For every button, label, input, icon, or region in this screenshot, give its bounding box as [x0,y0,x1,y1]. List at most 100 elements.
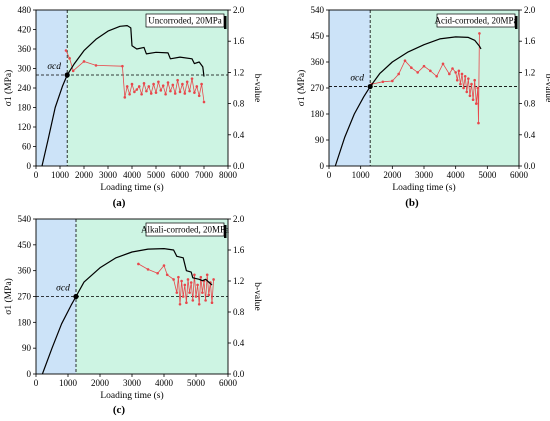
b-value-point [194,295,198,298]
y-left-tick-label: 540 [18,214,32,224]
legend-text: Alkali-corroded, 20MPa [141,225,229,235]
legend-shadow [224,16,227,29]
x-axis-label: Loading time (s) [100,390,163,401]
y-left-tick-label: 60 [22,142,32,152]
b-value-point [463,75,467,78]
b-value-point [197,302,201,306]
x-tick-label: 0 [34,170,39,180]
pre-damage-region [329,10,371,166]
y-left-tick-label: 90 [22,343,32,353]
b-value-point [146,268,150,271]
x-axis-label: Loading time (s) [392,182,455,193]
b-value-point [178,90,182,94]
b-value-point [455,78,459,82]
panel-label: (a) [113,197,126,209]
b-value-point [451,67,454,70]
y-right-tick-label: 0.0 [524,161,536,171]
b-value-point [185,301,188,305]
b-value-point [94,64,98,67]
y-left-tick-label: 360 [311,57,325,67]
x-tick-label: 6000 [171,170,190,180]
y-left-tick-label: 0 [27,369,32,379]
b-value-point [164,92,167,96]
y-left-tick-label: 0 [27,161,32,171]
b-value-point [152,82,155,86]
b-value-point [133,90,136,94]
y-left-tick-label: 450 [18,240,32,250]
x-tick-label: 1000 [59,378,78,388]
sigma-cd-label: σcd [56,284,70,294]
x-tick-label: 4000 [447,170,466,180]
x-axis-label: Loading time (s) [100,182,163,193]
x-tick-label: 3000 [99,170,118,180]
y-right-tick-label: 0.8 [524,99,536,109]
b-value-line [65,50,205,103]
b-value-point [476,86,480,90]
b-value-point [162,264,166,267]
y-left-tick-label: 360 [18,266,32,276]
b-value-point [175,291,179,294]
y-right-tick-label: 0.0 [233,161,245,171]
b-value-point [397,72,400,76]
b-value-point [205,273,209,277]
b-value-point [199,275,203,279]
x-tick-label: 5000 [478,170,497,180]
sigma-cd-label: σcd [350,74,364,84]
y-right-tick-label: 1.2 [233,276,244,286]
b-value-point [200,82,203,86]
b-value-point [181,295,185,298]
y-left-tick-label: 480 [18,5,32,15]
y-left-axis-label: σ1 (MPa) [3,278,14,315]
b-value-point [202,100,206,104]
b-value-line [138,263,214,305]
y-left-tick-label: 180 [18,317,32,327]
y-right-tick-label: 0.8 [233,99,245,109]
b-value-point [149,92,153,95]
y-right-tick-label: 0.4 [233,130,245,140]
x-tick-label: 4000 [123,170,142,180]
b-value-point [135,88,139,91]
x-tick-label: 5000 [187,378,206,388]
b-value-point [180,279,183,283]
y-right-tick-label: 1.6 [233,36,245,46]
b-value-point [473,78,476,82]
y-right-tick-label: 1.2 [233,67,244,77]
b-value-point [140,92,143,96]
y-right-tick-label: 1.6 [524,36,536,46]
b-value-point [161,84,165,87]
y-left-tick-label: 420 [18,25,32,35]
x-tick-label: 5000 [147,170,166,180]
b-value-point [403,59,407,62]
y-left-tick-label: 270 [311,83,325,93]
b-value-point [68,57,71,60]
b-value-point [477,121,480,125]
b-value-point [145,89,148,93]
b-value-point [188,89,191,93]
b-value-point [171,83,175,87]
x-tick-label: 0 [327,170,332,180]
crack-damage-point [73,293,79,300]
b-value-point [212,278,215,281]
y-left-tick-label: 360 [18,44,32,54]
panel-b: σcd 0 1000 2000 3000 4000 5000 6000 0 90 180 270 360… [296,5,550,209]
y-left-tick-label: 90 [315,135,325,145]
b-value-point [189,281,193,284]
b-value-point [165,273,169,277]
b-value-point [147,85,151,88]
b-value-point [188,291,191,294]
b-value-point [471,98,475,101]
b-value-point [154,91,158,94]
b-value-point [465,90,469,94]
b-value-point [207,293,211,297]
crack-damage-point [64,72,70,78]
sigma-cd-label: σcd [47,62,61,72]
x-tick-label: 7000 [195,170,214,180]
b-value-point [462,86,465,90]
y-left-tick-label: 120 [18,122,32,132]
b-value-point [478,32,481,35]
b-value-point [82,60,86,63]
y-right-tick-label: 0.8 [233,307,245,317]
b-value-point [130,82,134,86]
b-value-point [459,82,462,86]
